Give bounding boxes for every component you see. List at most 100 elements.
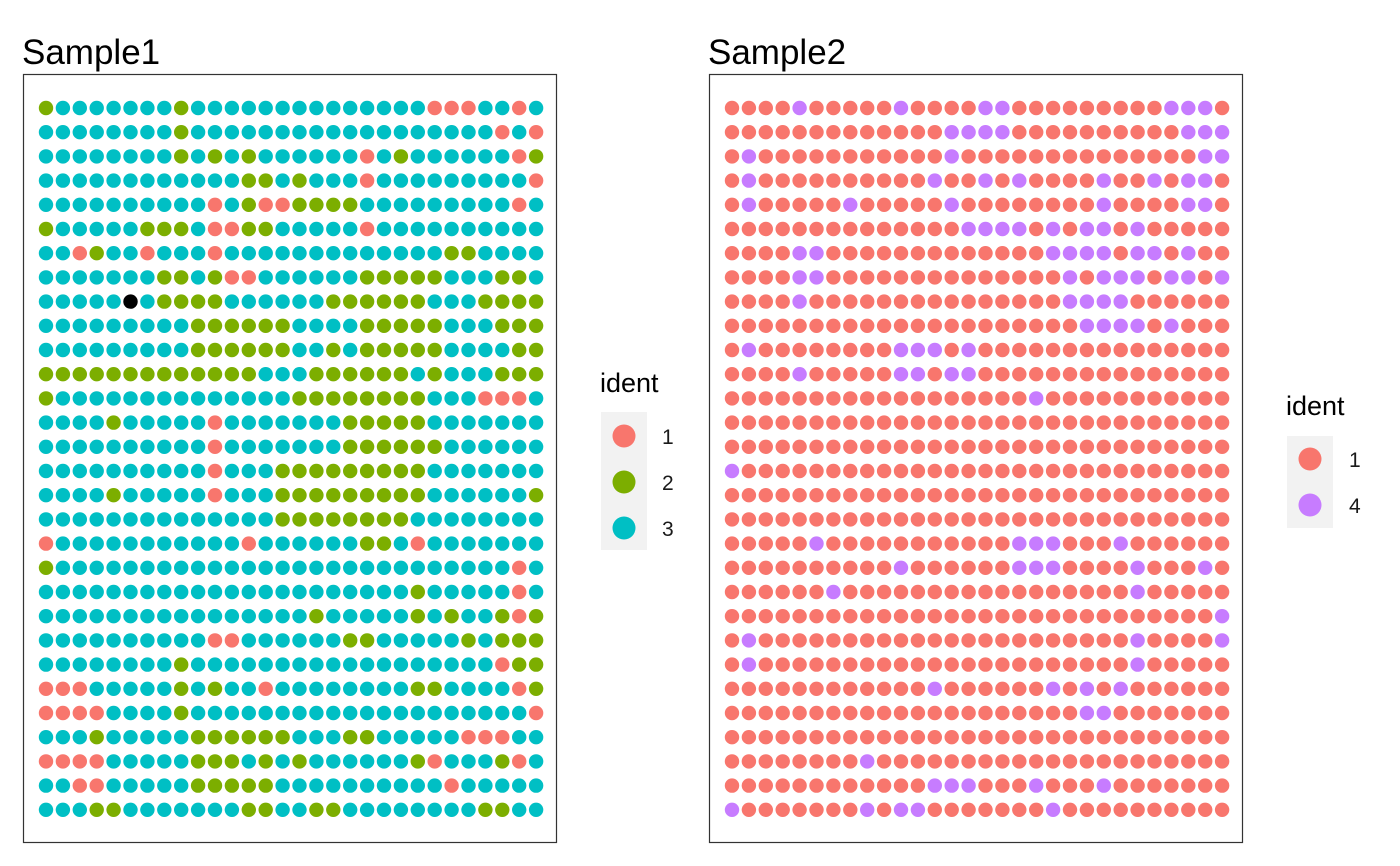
spot-ident-3 <box>444 730 459 745</box>
spot-ident-3 <box>190 415 206 430</box>
spot-ident-1 <box>775 730 790 745</box>
spot-ident-1 <box>1147 584 1162 600</box>
spot-ident-4 <box>1130 633 1145 648</box>
spot-ident-4 <box>741 173 757 188</box>
spot-ident-2 <box>275 463 290 479</box>
spot-ident-3 <box>478 463 493 479</box>
spot-ident-2 <box>72 367 88 382</box>
spot-ident-1 <box>741 125 757 140</box>
spot-ident-2 <box>359 391 375 406</box>
spot-ident-3 <box>174 488 189 503</box>
spot-ident-1 <box>1029 584 1044 600</box>
spot-ident-3 <box>275 173 290 188</box>
spot-ident-1 <box>207 463 223 479</box>
spot-ident-2 <box>207 681 223 696</box>
spot-ident-1 <box>724 415 740 430</box>
spot-ident-4 <box>1198 197 1213 212</box>
spot-ident-1 <box>1029 463 1044 479</box>
spot-ident-1 <box>724 367 740 382</box>
spot-ident-3 <box>461 415 476 430</box>
spot-ident-2 <box>359 270 375 285</box>
spot-ident-3 <box>174 778 189 793</box>
spot-ident-1 <box>961 270 976 285</box>
spot-ident-3 <box>376 197 392 212</box>
spot-ident-4 <box>893 100 909 116</box>
spot-ident-1 <box>1198 536 1213 551</box>
spot-ident-1 <box>809 173 824 188</box>
spot-ident-1 <box>1029 270 1044 285</box>
spot-ident-3 <box>157 705 172 721</box>
spot-ident-3 <box>55 488 71 503</box>
spot-ident-4 <box>809 246 824 261</box>
spot-ident-1 <box>927 488 942 503</box>
spot-ident-1 <box>927 367 942 382</box>
spot-ident-3 <box>393 705 409 721</box>
spot-ident-3 <box>157 730 172 745</box>
spot-ident-1 <box>1029 730 1044 745</box>
spot-ident-1 <box>809 415 824 430</box>
spot-ident-1 <box>910 415 926 430</box>
spot-ident-1 <box>1029 681 1044 696</box>
spot-ident-4 <box>741 197 757 212</box>
spot-ident-1 <box>978 391 993 406</box>
spot-ident-3 <box>258 633 273 648</box>
panel-border <box>708 73 1244 844</box>
spot-ident-3 <box>72 609 88 624</box>
spot-ident-1 <box>876 246 892 261</box>
spot-ident-3 <box>38 657 54 672</box>
legend: ident 14 <box>1286 391 1361 528</box>
spot-ident-1 <box>843 342 858 358</box>
spot-ident-1 <box>876 536 892 551</box>
spot-ident-1 <box>724 197 740 212</box>
spot-ident-1 <box>1113 778 1128 793</box>
spot-ident-3 <box>140 609 155 624</box>
spot-ident-3 <box>528 439 544 454</box>
spot-ident-2 <box>427 270 442 285</box>
spot-ident-3 <box>393 657 409 672</box>
spot-ident-2 <box>207 367 223 382</box>
spot-ident-1 <box>961 681 976 696</box>
spot-ident-1 <box>741 415 757 430</box>
spot-ident-1 <box>1062 681 1078 696</box>
spot-ident-1 <box>961 439 976 454</box>
spot-ident-1 <box>775 100 790 116</box>
spot-ident-1 <box>1062 197 1078 212</box>
spot-ident-1 <box>89 754 104 769</box>
spot-ident-2 <box>359 367 375 382</box>
spot-ident-3 <box>55 197 71 212</box>
spot-ident-1 <box>1012 657 1027 672</box>
spot-ident-1 <box>724 657 740 672</box>
spot-ident-3 <box>38 512 54 527</box>
spot-ident-1 <box>944 802 959 817</box>
spot-ident-1 <box>826 754 841 769</box>
spot-ident-1 <box>241 536 256 551</box>
spot-ident-3 <box>275 609 290 624</box>
spot-ident-2 <box>495 754 510 769</box>
spot-ident-1 <box>1147 149 1162 164</box>
spot-ident-4 <box>1029 560 1044 575</box>
spot-ident-1 <box>1079 802 1095 817</box>
spot-ident-3 <box>72 149 88 164</box>
spot-ident-3 <box>190 560 206 575</box>
spot-ident-3 <box>157 415 172 430</box>
spot-ident-2 <box>275 730 290 745</box>
spot-ident-1 <box>758 391 773 406</box>
spot-ident-3 <box>157 100 172 116</box>
spot-ident-3 <box>478 560 493 575</box>
spot-ident-3 <box>55 730 71 745</box>
spot-ident-1 <box>876 705 892 721</box>
spot-ident-1 <box>893 754 909 769</box>
spot-ident-3 <box>89 125 104 140</box>
spot-ident-1 <box>1181 463 1196 479</box>
spot-ident-3 <box>495 536 510 551</box>
spot-ident-2 <box>258 173 273 188</box>
spot-ident-2 <box>376 415 392 430</box>
spot-ident-2 <box>410 754 425 769</box>
spot-ident-1 <box>893 681 909 696</box>
spot-ident-3 <box>309 560 324 575</box>
legend-key-1 <box>1298 447 1322 471</box>
spot-ident-3 <box>224 802 240 817</box>
spot-ident-1 <box>876 439 892 454</box>
spot-ident-3 <box>427 197 442 212</box>
spot-ident-1 <box>89 705 104 721</box>
